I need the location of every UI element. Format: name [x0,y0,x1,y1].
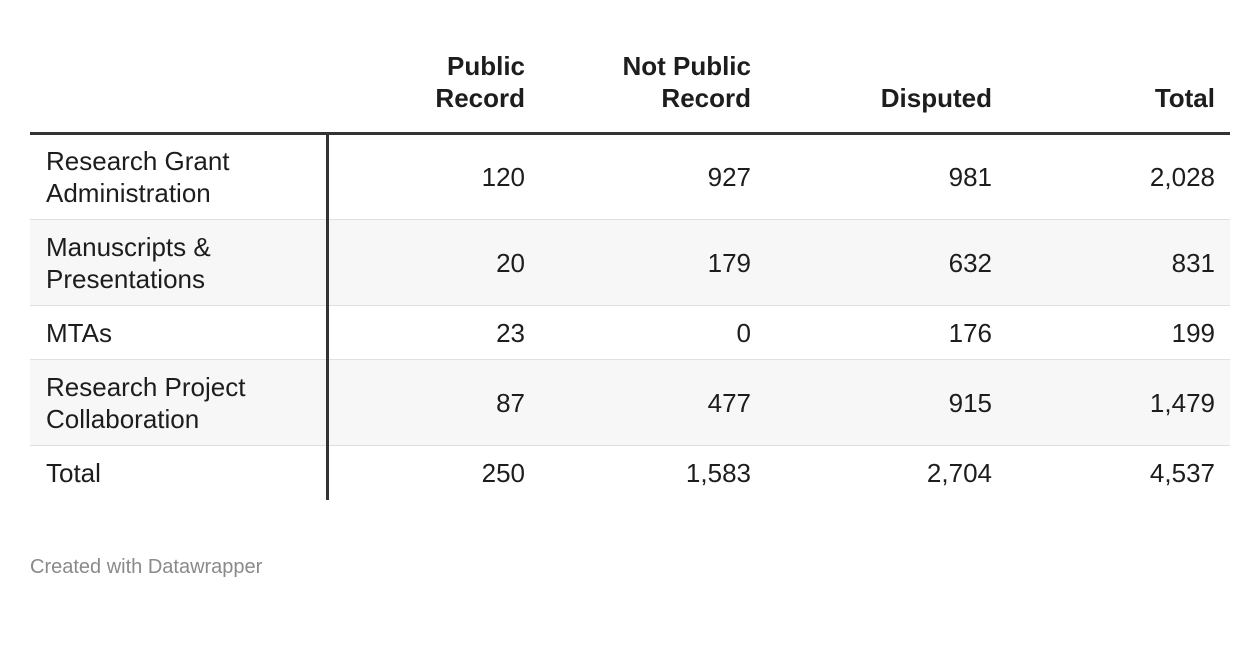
column-header-text: Total [1154,83,1215,113]
table-header: Public Record Not Public Record Disputed To… [30,50,1230,135]
cell: 20 [327,219,540,306]
cell: 4,537 [1149,457,1215,488]
table-row: Total 250 1,583 2,704 4,537 [30,445,1230,500]
cell: 927 [540,133,766,220]
cell: 2,704 [926,457,992,488]
cell: 120 [327,133,540,220]
cell: 250 [481,457,525,488]
header-row: Public Record Not Public Record Disputed To… [30,50,1230,135]
cell: 87 [327,359,540,446]
cell: 981 [766,133,1007,220]
row-label: Manuscripts & Presentations [30,219,329,306]
column-header [30,50,327,135]
table-row: Manuscripts & Presentations 20 179 632 831 [30,219,1230,306]
column-header: Disputed [766,50,1007,135]
cell: 199 [1007,305,1230,360]
column-header: Public Record [327,50,540,135]
cell: 0 [540,305,766,360]
column-header-text: Public Record [435,51,525,113]
column-header: Total [1007,50,1230,135]
column-header: Not Public Record [540,50,766,135]
cell: 477 [540,359,766,446]
row-label: MTAs [30,305,329,360]
cell: 915 [766,359,1007,446]
table-row: Research Project Collaboration 87 477 915 1,… [30,359,1230,446]
cell: 831 [1007,219,1230,306]
data-table: Public Record Not Public Record Disputed To… [30,50,1230,500]
column-header-text: Disputed [880,83,992,113]
cell: 23 [327,305,540,360]
table-body: Research Grant Administration 120 927 981 2,… [30,133,1230,500]
cell: 179 [540,219,766,306]
row-label: Research Grant Administration [30,133,329,220]
cell: 2,028 [1007,133,1230,220]
cell: 1,479 [1007,359,1230,446]
row-label: Total [30,445,329,500]
table-row: Research Grant Administration 120 927 981 2,… [30,133,1230,220]
row-label: Research Project Collaboration [30,359,329,446]
cell: 1,583 [685,457,751,488]
cell: 176 [766,305,1007,360]
cell: 632 [766,219,1007,306]
column-header-text: Not Public Record [622,51,751,113]
table-row: MTAs 23 0 176 199 [30,305,1230,360]
footer: Created with Datawrapper [30,556,263,578]
